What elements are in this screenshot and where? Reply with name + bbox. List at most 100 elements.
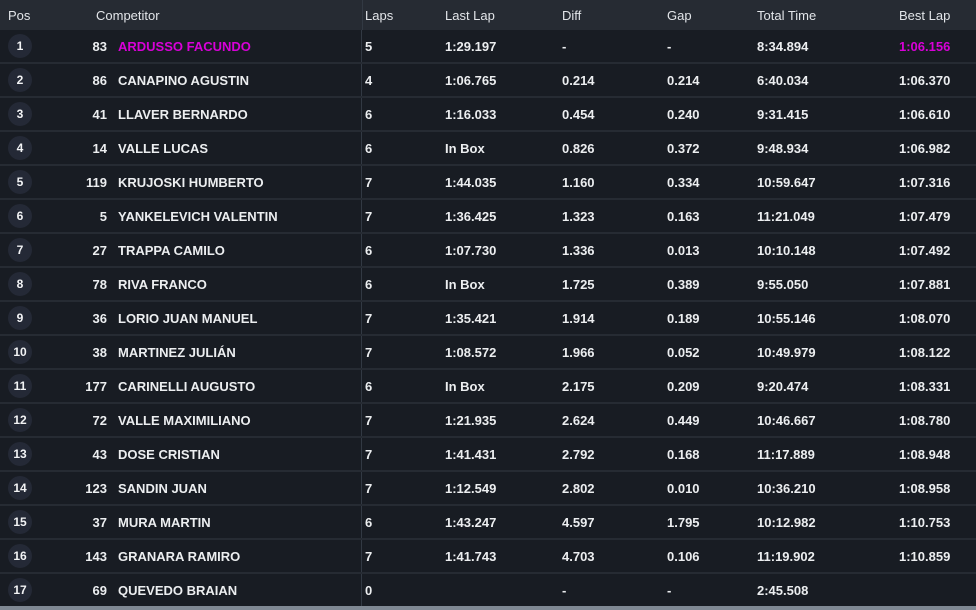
- gap-cell: -: [667, 582, 672, 598]
- table-row[interactable]: 16 143 GRANARA RAMIRO 7 1:41.743 4.703 0…: [0, 540, 976, 574]
- table-row[interactable]: 8 78 RIVA FRANCO 6 In Box 1.725 0.389 9:…: [0, 268, 976, 302]
- gap-cell: 0.052: [667, 344, 700, 360]
- best-lap-cell: 1:08.331: [899, 378, 951, 394]
- position-badge: 12: [8, 408, 32, 432]
- last-lap-cell: 1:41.743: [445, 548, 497, 564]
- car-number-cell: 72: [92, 412, 107, 428]
- last-lap-cell: 1:06.765: [445, 72, 497, 88]
- position-cell: 16: [0, 544, 48, 568]
- best-lap-cell: 1:06.610: [899, 106, 951, 122]
- position-cell: 3: [0, 102, 48, 126]
- table-row[interactable]: 9 36 LORIO JUAN MANUEL 7 1:35.421 1.914 …: [0, 302, 976, 336]
- position-cell: 6: [0, 204, 48, 228]
- last-lap-cell: 1:43.247: [445, 514, 497, 530]
- column-header-diff: Diff: [562, 7, 582, 23]
- best-lap-cell: 1:10.753: [899, 514, 951, 530]
- diff-cell: 0.454: [562, 106, 595, 122]
- last-lap-cell: 1:35.421: [445, 310, 497, 326]
- laps-cell: 7: [365, 548, 373, 564]
- diff-cell: 1.914: [562, 310, 595, 326]
- table-row[interactable]: 7 27 TRAPPA CAMILO 6 1:07.730 1.336 0.01…: [0, 234, 976, 268]
- position-badge: 16: [8, 544, 32, 568]
- total-time-cell: 2:45.508: [757, 582, 809, 598]
- table-row[interactable]: 15 37 MURA MARTIN 6 1:43.247 4.597 1.795…: [0, 506, 976, 540]
- gap-cell: 0.013: [667, 242, 700, 258]
- last-lap-cell: In Box: [445, 140, 485, 156]
- table-row[interactable]: 6 5 YANKELEVICH VALENTIN 7 1:36.425 1.32…: [0, 200, 976, 234]
- total-time-cell: 10:10.148: [757, 242, 816, 258]
- position-badge: 17: [8, 578, 32, 602]
- driver-name-cell: MARTINEZ JULIÁN: [107, 336, 362, 368]
- best-lap-cell: 1:06.370: [899, 72, 951, 88]
- last-lap-cell: 1:36.425: [445, 208, 497, 224]
- gap-cell: -: [667, 38, 672, 54]
- car-number-cell: 14: [92, 140, 107, 156]
- total-time-cell: 11:21.049: [757, 208, 815, 224]
- last-lap-cell: In Box: [445, 276, 485, 292]
- laps-cell: 6: [365, 378, 373, 394]
- table-row[interactable]: 17 69 QUEVEDO BRAIAN 0 - - 2:45.508: [0, 574, 976, 608]
- gap-cell: 0.106: [667, 548, 700, 564]
- total-time-cell: 10:49.979: [757, 344, 816, 360]
- position-cell: 10: [0, 340, 48, 364]
- laps-cell: 7: [365, 208, 373, 224]
- table-row[interactable]: 5 119 KRUJOSKI HUMBERTO 7 1:44.035 1.160…: [0, 166, 976, 200]
- results-rows-container: 1 83 ARDUSSO FACUNDO 5 1:29.197 - - 8:34…: [0, 30, 976, 608]
- column-header-laps: Laps: [365, 7, 394, 23]
- driver-name-cell: VALLE MAXIMILIANO: [107, 404, 362, 436]
- diff-cell: 2.792: [562, 446, 595, 462]
- gap-cell: 0.449: [667, 412, 700, 428]
- best-lap-cell: 1:08.958: [899, 480, 951, 496]
- fixed-column-divider: [362, 0, 363, 30]
- position-badge: 10: [8, 340, 32, 364]
- total-time-cell: 10:12.982: [757, 514, 816, 530]
- table-row[interactable]: 1 83 ARDUSSO FACUNDO 5 1:29.197 - - 8:34…: [0, 30, 976, 64]
- laps-cell: 7: [365, 480, 373, 496]
- laps-cell: 0: [365, 582, 373, 598]
- car-number-cell: 119: [86, 174, 107, 190]
- laps-cell: 7: [365, 310, 373, 326]
- table-row[interactable]: 3 41 LLAVER BERNARDO 6 1:16.033 0.454 0.…: [0, 98, 976, 132]
- column-header-gap: Gap: [667, 7, 692, 23]
- table-row[interactable]: 4 14 VALLE LUCAS 6 In Box 0.826 0.372 9:…: [0, 132, 976, 166]
- table-row[interactable]: 2 86 CANAPINO AGUSTIN 4 1:06.765 0.214 0…: [0, 64, 976, 98]
- total-time-cell: 10:59.647: [757, 174, 816, 190]
- position-cell: 7: [0, 238, 48, 262]
- gap-cell: 0.372: [667, 140, 700, 156]
- best-lap-cell: 1:07.479: [899, 208, 951, 224]
- gap-cell: 0.168: [667, 446, 700, 462]
- table-row[interactable]: 12 72 VALLE MAXIMILIANO 7 1:21.935 2.624…: [0, 404, 976, 438]
- column-header-last-lap: Last Lap: [445, 7, 495, 23]
- best-lap-cell: 1:10.859: [899, 548, 951, 564]
- best-lap-cell: 1:06.156: [899, 38, 951, 54]
- table-row[interactable]: 10 38 MARTINEZ JULIÁN 7 1:08.572 1.966 0…: [0, 336, 976, 370]
- position-badge: 7: [8, 238, 32, 262]
- best-lap-cell: 1:07.316: [899, 174, 951, 190]
- laps-cell: 7: [365, 174, 373, 190]
- total-time-cell: 9:20.474: [757, 378, 809, 394]
- car-number-cell: 37: [92, 514, 107, 530]
- total-time-cell: 9:48.934: [757, 140, 809, 156]
- driver-name-cell: QUEVEDO BRAIAN: [107, 574, 362, 606]
- table-row[interactable]: 11 177 CARINELLI AUGUSTO 6 In Box 2.175 …: [0, 370, 976, 404]
- last-lap-cell: 1:21.935: [445, 412, 497, 428]
- position-cell: 11: [0, 374, 48, 398]
- last-lap-cell: 1:16.033: [445, 106, 497, 122]
- position-cell: 9: [0, 306, 48, 330]
- laps-cell: 4: [365, 72, 373, 88]
- gap-cell: 0.010: [667, 480, 700, 496]
- best-lap-cell: 1:08.070: [899, 310, 951, 326]
- car-number-cell: 43: [92, 446, 107, 462]
- table-row[interactable]: 14 123 SANDIN JUAN 7 1:12.549 2.802 0.01…: [0, 472, 976, 506]
- position-badge: 13: [8, 442, 32, 466]
- driver-name-cell: LORIO JUAN MANUEL: [107, 302, 362, 334]
- table-row[interactable]: 13 43 DOSE CRISTIAN 7 1:41.431 2.792 0.1…: [0, 438, 976, 472]
- last-lap-cell: In Box: [445, 378, 485, 394]
- car-number-cell: 5: [99, 208, 107, 224]
- gap-cell: 0.209: [667, 378, 700, 394]
- driver-name-cell: DOSE CRISTIAN: [107, 438, 362, 470]
- position-badge: 14: [8, 476, 32, 500]
- horizontal-scrollbar[interactable]: [0, 606, 976, 610]
- position-cell: 17: [0, 578, 48, 602]
- driver-name-cell: TRAPPA CAMILO: [107, 234, 362, 266]
